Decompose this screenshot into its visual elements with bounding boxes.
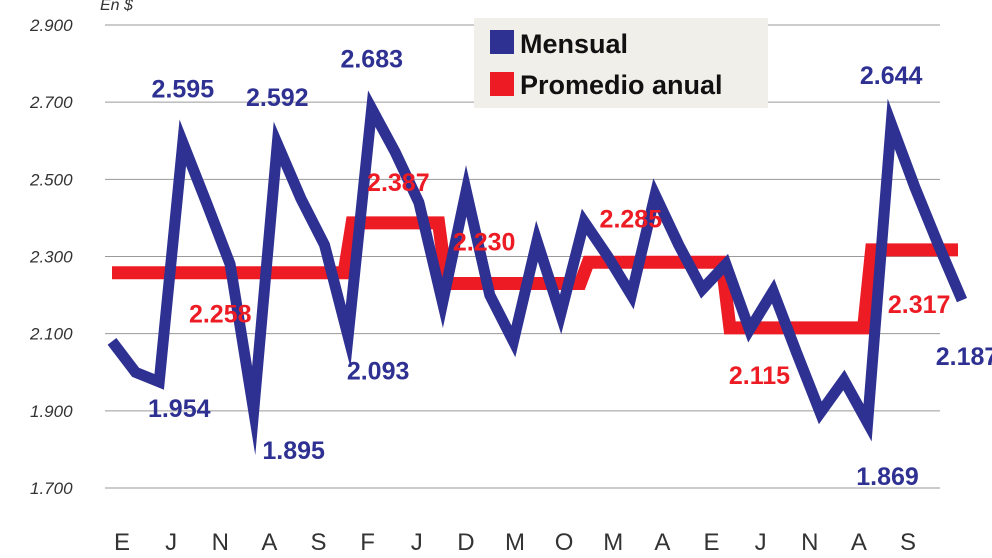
- y-tick-label: 2.700: [29, 93, 73, 112]
- data-label-mensual: 1.895: [262, 437, 325, 465]
- y-tick-label: 2.100: [29, 325, 73, 344]
- x-tick-label: N: [212, 529, 229, 556]
- x-tick-label: D: [457, 529, 474, 556]
- data-label-promedio: 2.258: [189, 301, 252, 329]
- y-tick-label: 1.900: [30, 402, 73, 421]
- x-tick-label: E: [703, 529, 719, 556]
- legend-swatch-mensual: [490, 30, 514, 54]
- y-tick-label: 1.700: [30, 479, 73, 498]
- x-tick-label: S: [310, 529, 326, 556]
- series-lines: [107, 90, 968, 456]
- data-label-mensual: 2.644: [860, 62, 923, 90]
- x-tick-label: J: [755, 529, 767, 556]
- y-tick-label: 2.300: [29, 248, 73, 267]
- data-label-mensual: 1.954: [148, 395, 211, 423]
- data-label-mensual: 2.592: [246, 84, 309, 112]
- x-tick-label: F: [360, 529, 375, 556]
- y-tick-label: 2.500: [29, 170, 73, 189]
- data-label-promedio: 2.317: [888, 291, 951, 319]
- series-line-mensual: [107, 90, 968, 456]
- x-tick-label: E: [114, 529, 130, 556]
- x-tick-label: J: [165, 529, 177, 556]
- x-tick-label: S: [900, 529, 916, 556]
- data-label-promedio: 2.115: [729, 362, 790, 390]
- legend-label-promedio: Promedio anual: [520, 70, 723, 100]
- x-tick-label: O: [555, 529, 574, 556]
- legend-background: [474, 18, 768, 108]
- data-label-mensual: 2.187: [936, 343, 992, 371]
- series-line-promedio-anual: [112, 216, 958, 335]
- data-label-promedio: 2.230: [453, 229, 516, 257]
- data-label-mensual: 2.093: [347, 357, 410, 385]
- data-label-promedio: 2.387: [367, 169, 430, 197]
- data-label-promedio: 2.285: [600, 205, 663, 233]
- x-tick-label: N: [801, 529, 818, 556]
- y-axis-ticks: 2.900 2.700 2.500 2.300 2.100 1.900 1.700: [29, 16, 73, 498]
- x-tick-label: M: [505, 529, 525, 556]
- data-label-mensual: 2.683: [340, 46, 403, 74]
- x-tick-label: A: [851, 529, 867, 556]
- legend: Mensual Promedio anual: [474, 18, 768, 108]
- data-label-mensual: 1.869: [856, 463, 919, 491]
- legend-label-mensual: Mensual: [520, 29, 628, 59]
- unit-label: En $: [100, 0, 134, 14]
- x-tick-label: A: [654, 529, 670, 556]
- x-tick-label: M: [603, 529, 623, 556]
- data-label-mensual: 2.595: [152, 76, 215, 104]
- legend-swatch-promedio: [490, 72, 514, 96]
- x-tick-label: A: [261, 529, 277, 556]
- y-tick-label: 2.900: [29, 16, 73, 35]
- x-tick-label: J: [411, 529, 423, 556]
- data-labels: 2.595 1.954 2.592 1.895 2.683 2.093 2.644 1.869…: [148, 46, 992, 491]
